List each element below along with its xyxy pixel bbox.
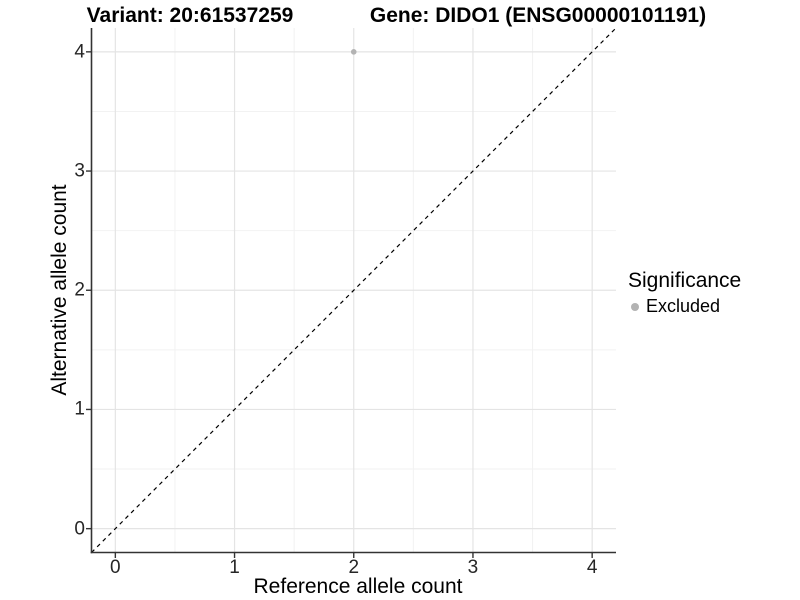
legend: Significance Excluded [628,268,741,318]
excluded-marker-icon [631,302,639,311]
legend-entry: Excluded [628,296,741,318]
y-tick-label: 2 [74,279,85,301]
x-tick-label: 2 [348,557,360,578]
y-tick-label: 0 [74,518,85,540]
data-point [350,49,357,55]
gene-title: Gene: DIDO1 (ENSG00000101191) [369,4,707,27]
y-axis-label: Alternative allele count [48,184,71,396]
y-tick-label: 3 [74,160,85,182]
x-axis-label: Reference allele count [253,575,463,598]
x-tick-label: 1 [229,557,240,578]
identity-line [91,27,617,553]
variant-title: Variant: 20:61537259 [86,4,294,27]
x-tick-label: 3 [467,557,479,578]
y-tick-label: 1 [74,398,85,420]
legend-title: Significance [628,269,742,292]
y-tick-label: 4 [74,41,85,63]
x-tick-label: 0 [110,557,121,578]
legend-entry-label: Excluded [646,296,721,317]
x-tick-label: 4 [586,557,598,578]
